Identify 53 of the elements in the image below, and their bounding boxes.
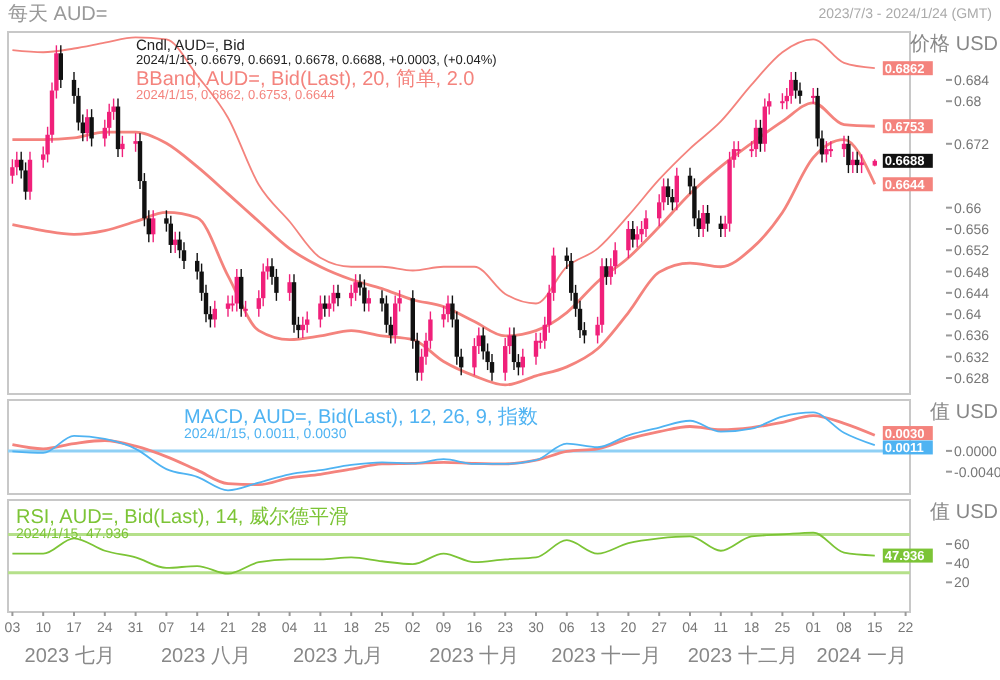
- x2-tick-label: 2024 一月: [816, 646, 907, 668]
- candlestick: [701, 204, 706, 238]
- line-series: [11, 531, 876, 575]
- candlestick: [89, 108, 94, 148]
- candlestick: [85, 108, 90, 142]
- candlestick: [362, 278, 367, 313]
- candlestick: [635, 225, 640, 249]
- candlestick: [27, 151, 33, 201]
- y-axis-title: 值 USD: [930, 502, 998, 524]
- candlestick: [762, 97, 767, 153]
- x2-tick-label: 2023 七月: [24, 644, 115, 668]
- candlestick: [133, 132, 138, 153]
- annotation: BBand, AUD=, Bid(Last), 20, 简单, 2.0: [136, 67, 476, 91]
- candlestick: [846, 135, 851, 174]
- x2-tick-label: 2023 十二月: [687, 644, 798, 668]
- x2-tick-label: 2023 十一月: [551, 644, 662, 668]
- x2-tick-label: 2023 十月: [429, 644, 520, 668]
- candlestick: [239, 268, 244, 318]
- x2-tick-label: 2023 八月: [160, 646, 252, 668]
- candlestick: [511, 326, 517, 371]
- candlestick: [630, 220, 635, 249]
- candlestick: [643, 209, 649, 238]
- candlestick: [353, 273, 358, 302]
- line-series: [11, 138, 877, 387]
- candlestick: [705, 204, 710, 233]
- candlestick: [151, 209, 156, 243]
- candlestick: [604, 257, 609, 286]
- x2-tick-label: 2023 九月: [292, 644, 384, 668]
- candlestick: [291, 273, 297, 334]
- candlestick: [305, 310, 310, 334]
- candlestick: [120, 135, 125, 158]
- candlestick: [331, 284, 336, 313]
- candlestick: [789, 71, 794, 105]
- y-axis-title: 价格 USD: [908, 32, 998, 56]
- candlestick: [318, 294, 323, 329]
- candlestick: [58, 44, 63, 89]
- candlestick: [758, 119, 763, 153]
- chart-title: RSI, AUD=, Bid(Last), 14, 威尔德平滑: [16, 505, 349, 529]
- candlestick: [366, 289, 371, 313]
- text: 每天 AUD=: [8, 2, 108, 26]
- candlestick: [793, 71, 798, 100]
- y-axis-title: 值 USD: [930, 402, 998, 424]
- candlestick: [824, 140, 829, 164]
- candlestick: [115, 97, 121, 158]
- line-series: [11, 36, 876, 305]
- candlestick: [234, 268, 239, 313]
- chart-title: MACD, AUD=, Bid(Last), 12, 26, 9, 指数: [184, 405, 539, 429]
- candlestick: [665, 177, 671, 206]
- candlestick: [626, 220, 631, 259]
- candlestick: [287, 273, 292, 302]
- candlestick: [859, 153, 864, 174]
- candlestick: [533, 332, 539, 366]
- candlestick: [10, 158, 15, 185]
